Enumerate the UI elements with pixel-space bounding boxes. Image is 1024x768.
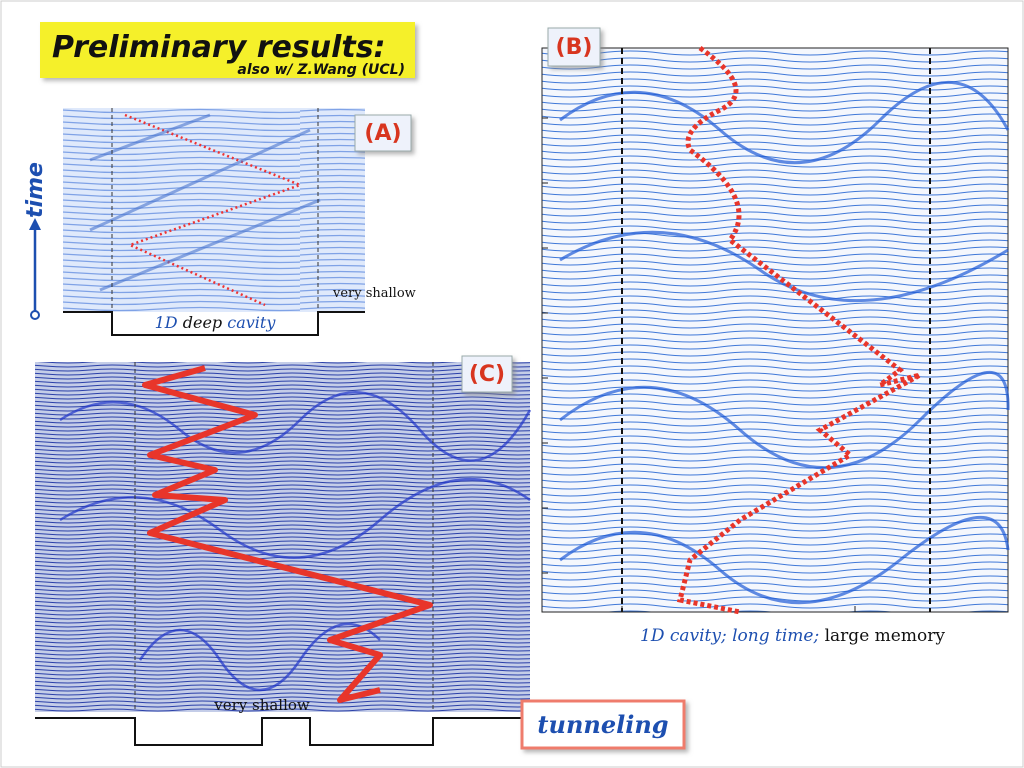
caption-part: large memory	[825, 626, 946, 646]
trajectory	[142, 365, 433, 703]
note-a: very shallow	[332, 286, 416, 301]
panel-label: (C)	[469, 362, 505, 387]
wave-crests	[59, 391, 532, 692]
title: Preliminary results:	[52, 30, 386, 65]
wave-crests	[559, 81, 1010, 605]
callout: tunneling	[537, 710, 668, 739]
frame-ticks	[542, 117, 856, 612]
subtitle: also w/ Z.Wang (UCL)	[237, 62, 405, 78]
panel-label: (B)	[556, 35, 593, 60]
title-box	[40, 22, 415, 78]
time-label: time	[23, 162, 48, 218]
caption-part: deep	[183, 313, 222, 332]
arrow-head	[29, 218, 41, 230]
caption-b: 1D cavity; long time; large memory	[640, 626, 945, 646]
callout-box	[520, 699, 686, 750]
caption-part: 1D	[155, 313, 178, 332]
caption-part: 1D cavity; long time;	[640, 626, 819, 646]
label-box	[547, 27, 601, 67]
cavity-outline	[63, 311, 365, 336]
label-box	[461, 355, 513, 393]
panel-c-image	[35, 362, 530, 712]
wave-crests	[89, 113, 321, 292]
caption-part: cavity	[227, 313, 276, 332]
arrow-tail	[30, 310, 40, 320]
trajectory	[676, 45, 922, 615]
panel-a-image	[63, 108, 365, 312]
caption-a: 1D deep cavity	[155, 313, 277, 332]
panel-b-image	[541, 47, 1009, 613]
note-c: very shallow	[213, 696, 310, 714]
panel-label: (A)	[364, 121, 401, 146]
label-box	[354, 114, 412, 152]
cavity-outline	[35, 717, 530, 746]
